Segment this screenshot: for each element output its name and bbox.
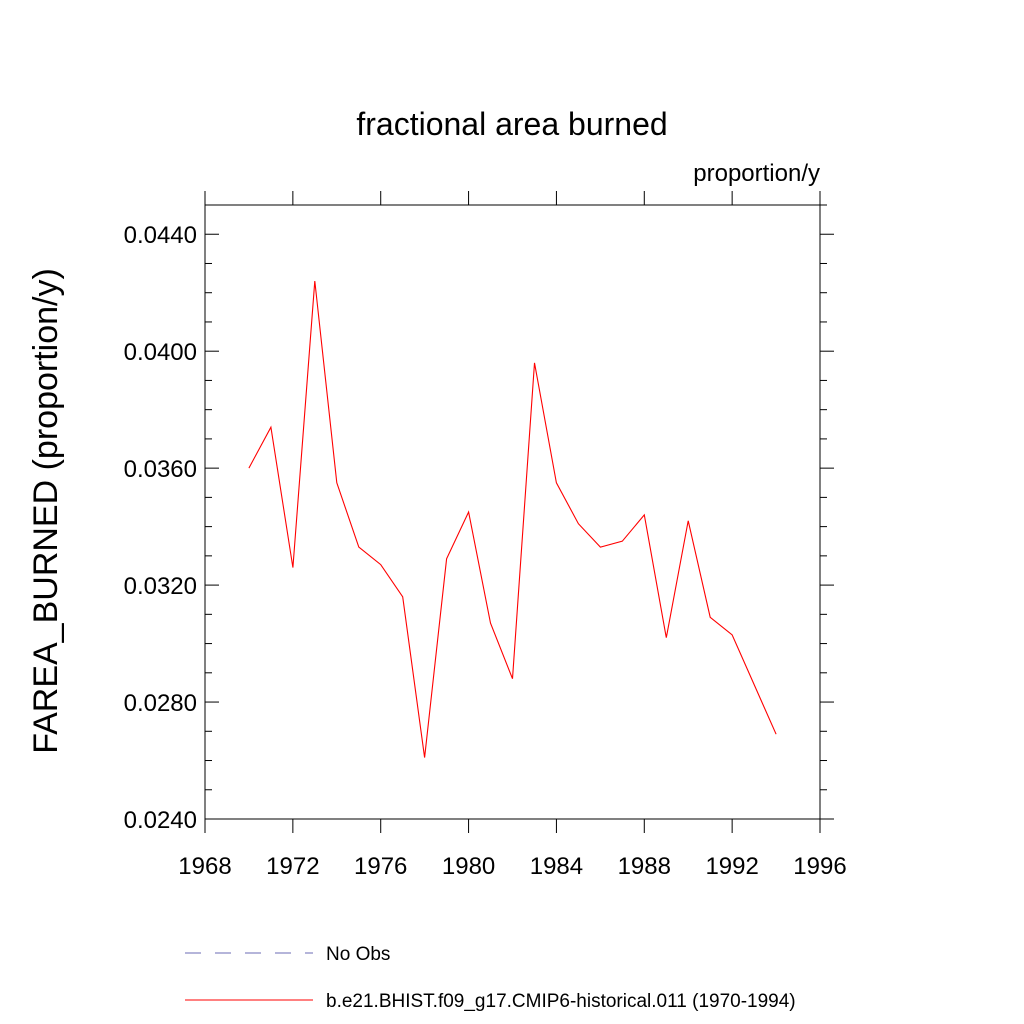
x-tick-labels: 1968 1972 1976 1980 1984 1988 1992 1996 — [178, 853, 846, 880]
units-label: proportion/y — [693, 160, 820, 187]
x-tick-label: 1972 — [266, 853, 319, 880]
legend-label: No Obs — [326, 944, 390, 965]
y-tick-label: 0.0440 — [124, 222, 197, 249]
x-tick-label: 1984 — [530, 853, 583, 880]
y-tick-label: 0.0360 — [124, 456, 197, 483]
series-line — [248, 280, 777, 758]
plot-frame — [204, 204, 821, 820]
y-tick-labels: 0.0240 0.0280 0.0320 0.0360 0.0400 0.0440 — [124, 222, 197, 834]
legend-label: b.e21.BHIST.f09_g17.CMIP6-historical.011… — [326, 991, 796, 1012]
y-tick-label: 0.0240 — [124, 807, 197, 834]
y-tick-label: 0.0280 — [124, 690, 197, 717]
series-lines — [248, 280, 777, 758]
y-tick-label: 0.0320 — [124, 573, 197, 600]
y-axis-label: FAREA_BURNED (proportion/y) — [27, 268, 65, 754]
x-tick-label: 1988 — [618, 853, 671, 880]
y-tick-label: 0.0400 — [124, 339, 197, 366]
x-tick-label: 1968 — [178, 853, 231, 880]
x-tick-label: 1980 — [442, 853, 495, 880]
x-tick-label: 1992 — [705, 853, 758, 880]
legend: No Obs b.e21.BHIST.f09_g17.CMIP6-historic… — [185, 944, 796, 1012]
x-tick-label: 1976 — [354, 853, 407, 880]
x-tick-label: 1996 — [793, 853, 846, 880]
axis-ticks — [204, 191, 834, 833]
chart-title: fractional area burned — [356, 106, 667, 142]
